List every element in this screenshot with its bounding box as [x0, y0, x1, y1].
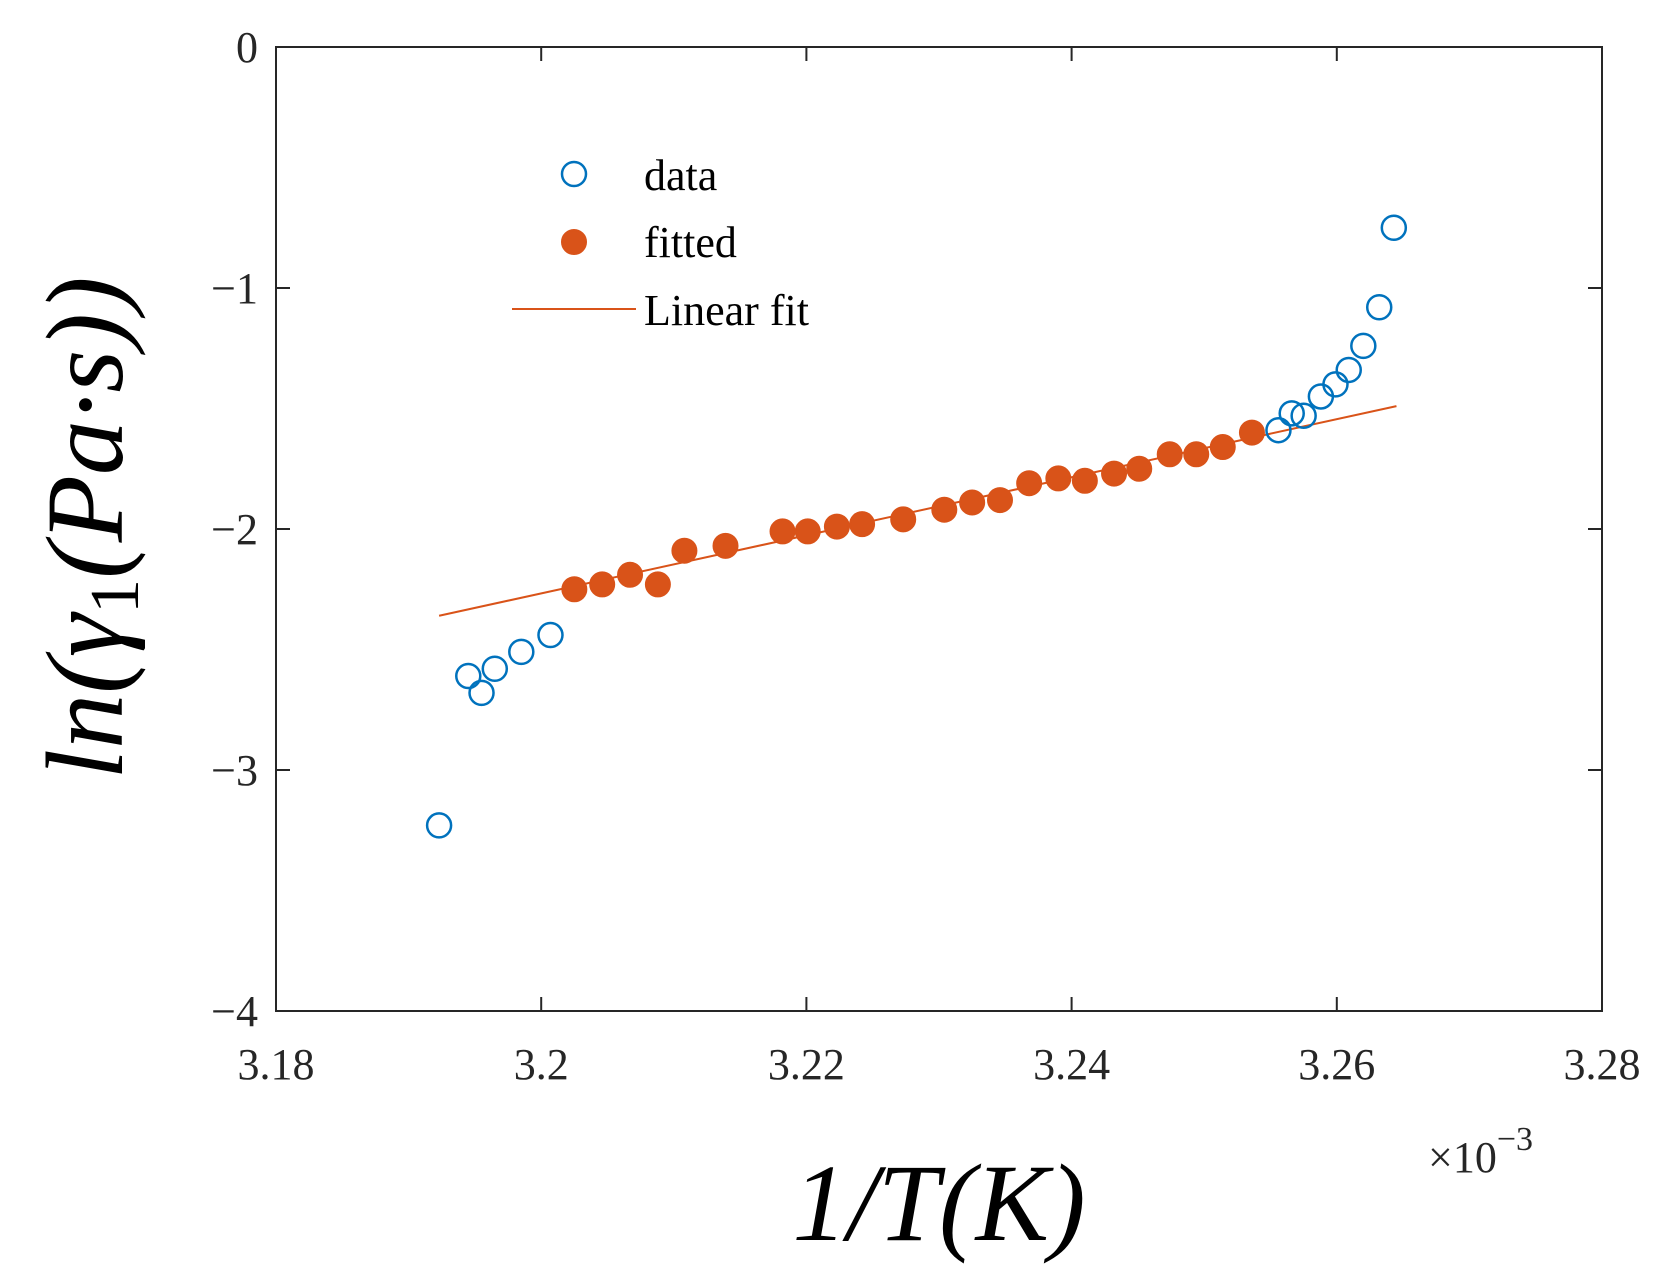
fitted-point [1183, 441, 1210, 468]
y-tick-label: −1 [211, 264, 258, 313]
fitted-point [589, 571, 616, 598]
x-tick-label: 3.26 [1298, 1040, 1375, 1089]
fitted-point [849, 511, 876, 538]
fitted-point [959, 489, 986, 516]
data-point [481, 655, 509, 683]
x-axis-multiplier-base: ×10 [1428, 1133, 1497, 1182]
data-point [1335, 356, 1362, 384]
fitted-point [1238, 419, 1265, 446]
y-tick-label: 0 [236, 23, 258, 72]
x-axis-label: 1/T(K) [792, 1142, 1085, 1264]
data-point [1265, 416, 1292, 444]
fitted-point [712, 532, 739, 559]
y-axis-label: ln(γ1(Pa·s)) [24, 277, 154, 780]
legend-label-data: data [644, 151, 717, 200]
fitted-point [671, 537, 698, 564]
data-point [468, 679, 495, 707]
fitted-point [1126, 455, 1153, 482]
legend-marker-data [560, 160, 588, 188]
fitted-point [986, 487, 1013, 514]
data-point [1290, 402, 1317, 429]
legend-label-linear-fit: Linear fit [644, 286, 809, 335]
fitted-point [823, 513, 850, 540]
data-point [425, 812, 453, 839]
legend: data fitted Linear fit [512, 151, 809, 335]
legend-marker-fitted [561, 229, 587, 255]
x-tick-label: 3.18 [238, 1040, 315, 1089]
fitted-point [1209, 434, 1236, 461]
fitted-point [617, 561, 644, 588]
x-tick-label: 3.2 [514, 1040, 569, 1089]
legend-label-fitted: fitted [644, 218, 737, 267]
fitted-point [1071, 467, 1098, 494]
fitted-point [769, 518, 796, 545]
y-axis-label-subscript: 1 [77, 579, 154, 614]
y-tick-label: −3 [211, 746, 258, 795]
data-point [455, 662, 482, 690]
data-point [1380, 214, 1408, 241]
fitted-point [1045, 465, 1072, 492]
data-point [1350, 332, 1377, 360]
x-axis-multiplier-exponent: −3 [1497, 1121, 1533, 1158]
x-tick-label: 3.24 [1033, 1040, 1110, 1089]
data-point [1322, 371, 1349, 398]
y-axis-label-suffix: (Pa·s)) [24, 277, 146, 579]
data-point [508, 638, 535, 666]
plot-frame [275, 46, 1603, 1012]
data-point [1365, 294, 1393, 321]
fitted-point [644, 571, 671, 598]
y-tick-label: −4 [211, 987, 258, 1036]
data-point [1278, 400, 1305, 427]
x-axis-multiplier: ×10−3 [1428, 1121, 1533, 1182]
data-point [537, 621, 564, 649]
fitted-point [561, 576, 588, 603]
ticks-layer: 3.18 3.2 3.22 3.24 3.26 3.28 0 −1 −2 −3 −4 [211, 23, 1640, 1089]
y-tick-label: −2 [211, 505, 258, 554]
fitted-point [931, 496, 958, 523]
fitted-point [890, 506, 917, 533]
fitted-point [794, 518, 821, 545]
fitted-point [1156, 441, 1183, 468]
fitted-point [1016, 470, 1043, 497]
x-tick-label: 3.28 [1564, 1040, 1641, 1089]
series-layer [425, 214, 1408, 839]
fitted-point [1101, 460, 1128, 487]
x-tick-label: 3.22 [768, 1040, 845, 1089]
y-axis-label-prefix: ln(γ [24, 611, 146, 779]
